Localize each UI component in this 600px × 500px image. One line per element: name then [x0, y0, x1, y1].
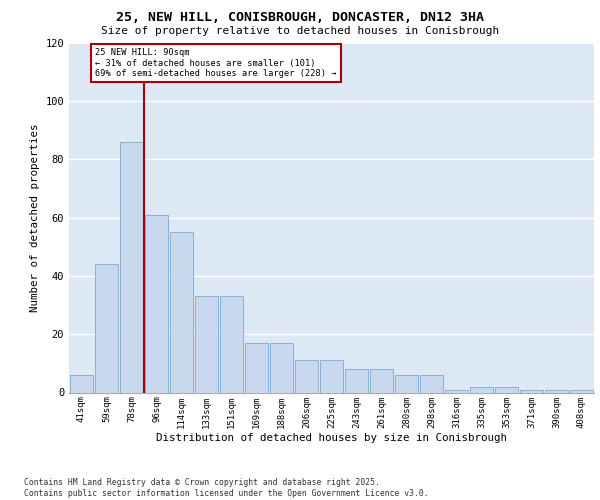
Bar [120, 142, 143, 392]
Bar [320, 360, 343, 392]
Bar [220, 296, 243, 392]
Bar [345, 369, 368, 392]
Bar [445, 390, 468, 392]
Bar [145, 214, 168, 392]
Bar [520, 390, 543, 392]
Bar [470, 386, 493, 392]
Bar [70, 375, 93, 392]
Bar [370, 369, 393, 392]
Bar [195, 296, 218, 392]
Bar [545, 390, 568, 392]
Bar [395, 375, 418, 392]
Bar [245, 343, 268, 392]
Text: 25 NEW HILL: 90sqm
← 31% of detached houses are smaller (101)
69% of semi-detach: 25 NEW HILL: 90sqm ← 31% of detached hou… [95, 48, 337, 78]
Bar [95, 264, 118, 392]
Y-axis label: Number of detached properties: Number of detached properties [30, 123, 40, 312]
Text: Contains HM Land Registry data © Crown copyright and database right 2025.
Contai: Contains HM Land Registry data © Crown c… [24, 478, 428, 498]
Bar [170, 232, 193, 392]
Bar [570, 390, 593, 392]
Text: Size of property relative to detached houses in Conisbrough: Size of property relative to detached ho… [101, 26, 499, 36]
Bar [270, 343, 293, 392]
Bar [420, 375, 443, 392]
Bar [295, 360, 318, 392]
X-axis label: Distribution of detached houses by size in Conisbrough: Distribution of detached houses by size … [156, 433, 507, 443]
Text: 25, NEW HILL, CONISBROUGH, DONCASTER, DN12 3HA: 25, NEW HILL, CONISBROUGH, DONCASTER, DN… [116, 11, 484, 24]
Bar [495, 386, 518, 392]
